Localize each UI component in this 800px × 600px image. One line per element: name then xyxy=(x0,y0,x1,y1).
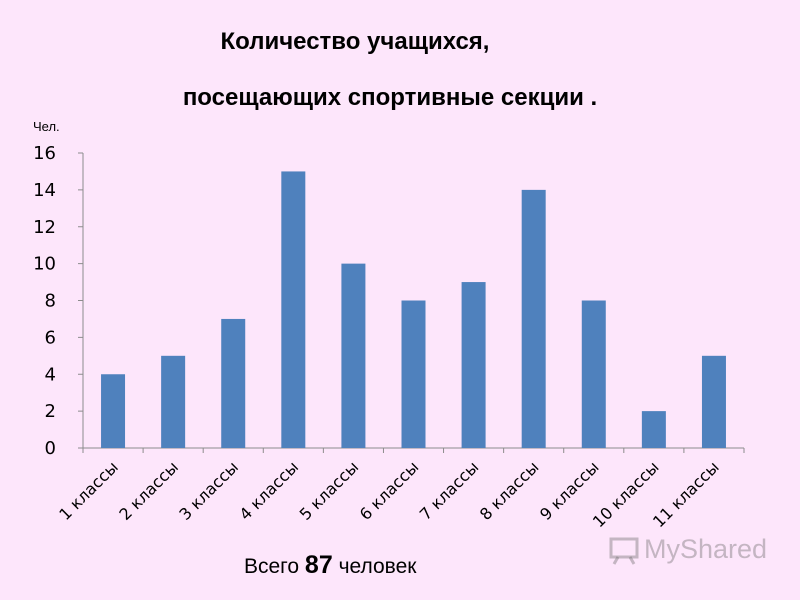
bar-1 xyxy=(101,374,126,448)
y-tick-label: 12 xyxy=(33,217,56,238)
y-tick-label: 2 xyxy=(45,401,56,422)
bar-8 xyxy=(521,189,546,448)
bar-6 xyxy=(401,300,426,448)
y-tick-label: 4 xyxy=(45,364,56,385)
total-value: 87 xyxy=(304,551,333,579)
bar-7 xyxy=(461,282,486,448)
chart-title: Количество учащихся, xyxy=(220,28,490,55)
total-caption: Всего 87 человек xyxy=(244,551,416,580)
bar-11 xyxy=(701,355,726,448)
x-tick-label: 5 классы xyxy=(296,457,363,524)
x-tick-label: 6 классы xyxy=(356,457,423,524)
y-tick-label: 6 xyxy=(45,327,56,348)
x-tick-label: 4 классы xyxy=(236,457,303,524)
bar-9 xyxy=(581,300,606,448)
y-tick-label: 16 xyxy=(33,143,56,164)
total-suffix: человек xyxy=(338,555,417,578)
watermark: MyShared xyxy=(608,534,767,565)
presentation-icon xyxy=(609,537,639,565)
chart-subtitle: посещающих спортивные секции . xyxy=(182,84,598,111)
x-tick-label: 1 классы xyxy=(55,457,122,524)
x-tick-label: 3 классы xyxy=(175,457,242,524)
bar-3 xyxy=(221,318,246,448)
x-tick-label: 2 классы xyxy=(115,457,182,524)
y-axis-label: Чел. xyxy=(33,119,60,134)
y-tick-label: 8 xyxy=(45,291,56,312)
watermark-text: MyShared xyxy=(644,534,768,564)
x-tick-label: 8 классы xyxy=(476,457,543,524)
total-prefix: Всего xyxy=(244,555,300,578)
x-tick-label: 7 классы xyxy=(416,457,483,524)
bar-5 xyxy=(341,263,366,448)
y-tick-label: 10 xyxy=(33,254,56,275)
y-tick-label: 0 xyxy=(45,438,56,459)
bar-4 xyxy=(281,171,306,448)
bar-10 xyxy=(641,411,666,448)
y-tick-label: 14 xyxy=(33,180,56,201)
bar-2 xyxy=(161,355,186,448)
